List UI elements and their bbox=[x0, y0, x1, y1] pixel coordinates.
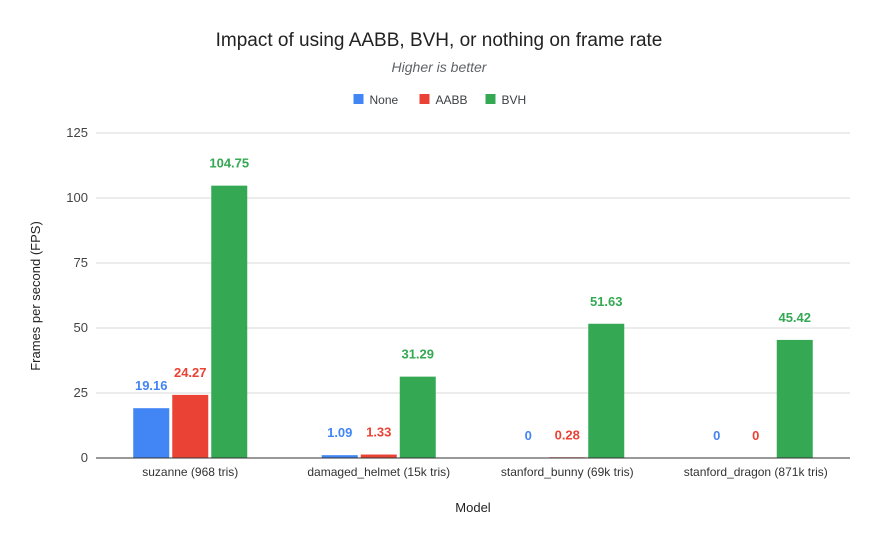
y-tick-label: 25 bbox=[74, 385, 88, 400]
data-label: 0.28 bbox=[555, 427, 580, 442]
legend-swatch-bvh bbox=[485, 94, 496, 104]
data-labels: 19.16 24.27 104.75 1.09 1.33 31.29 0 0.28 51.63 0… bbox=[135, 156, 811, 443]
x-category-label: damaged_helmet (15k tris) bbox=[307, 465, 450, 479]
data-label: 1.33 bbox=[366, 425, 391, 440]
y-tick-label: 125 bbox=[66, 125, 88, 140]
bar-aabb bbox=[360, 454, 397, 458]
bar-aabb bbox=[172, 394, 209, 458]
data-label: 0 bbox=[752, 428, 759, 443]
data-label: 24.27 bbox=[174, 365, 207, 380]
x-category-label: suzanne (968 tris) bbox=[142, 465, 238, 479]
data-label: 19.16 bbox=[135, 378, 168, 393]
bar-none bbox=[321, 455, 358, 458]
y-axis-title: Frames per second (FPS) bbox=[28, 221, 43, 371]
data-label: 51.63 bbox=[590, 294, 623, 309]
data-label: 104.75 bbox=[209, 156, 249, 171]
data-label: 45.42 bbox=[778, 310, 811, 325]
y-tick-label: 100 bbox=[66, 190, 88, 205]
x-category-label: stanford_dragon (871k tris) bbox=[684, 465, 828, 479]
legend-swatch-none bbox=[353, 94, 364, 104]
gridlines bbox=[96, 132, 850, 394]
bars bbox=[133, 185, 813, 458]
bar-bvh bbox=[588, 323, 625, 458]
legend-label: BVH bbox=[502, 93, 527, 107]
y-tick-label: 75 bbox=[74, 255, 88, 270]
bar-none bbox=[133, 408, 170, 458]
chart-title: Impact of using AABB, BVH, or nothing on… bbox=[216, 30, 663, 51]
bar-bvh bbox=[776, 339, 813, 458]
legend-label: None bbox=[370, 93, 399, 107]
y-axis-ticks: 0 25 50 75 100 125 bbox=[66, 125, 88, 465]
x-category-label: stanford_bunny (69k tris) bbox=[501, 465, 634, 479]
bar-bvh bbox=[211, 185, 248, 458]
legend-label: AABB bbox=[436, 93, 468, 107]
data-label: 0 bbox=[713, 428, 720, 443]
y-tick-label: 50 bbox=[74, 320, 88, 335]
x-axis-categories: suzanne (968 tris) damaged_helmet (15k tr… bbox=[142, 465, 828, 479]
x-axis-title: Model bbox=[455, 500, 491, 515]
legend: None AABB BVH bbox=[353, 93, 527, 107]
y-tick-label: 0 bbox=[81, 450, 88, 465]
data-label: 1.09 bbox=[327, 425, 352, 440]
data-label: 31.29 bbox=[401, 347, 434, 362]
data-label: 0 bbox=[525, 428, 532, 443]
legend-swatch-aabb bbox=[419, 94, 430, 104]
chart-subtitle: Higher is better bbox=[392, 59, 488, 75]
bar-bvh bbox=[399, 376, 436, 458]
